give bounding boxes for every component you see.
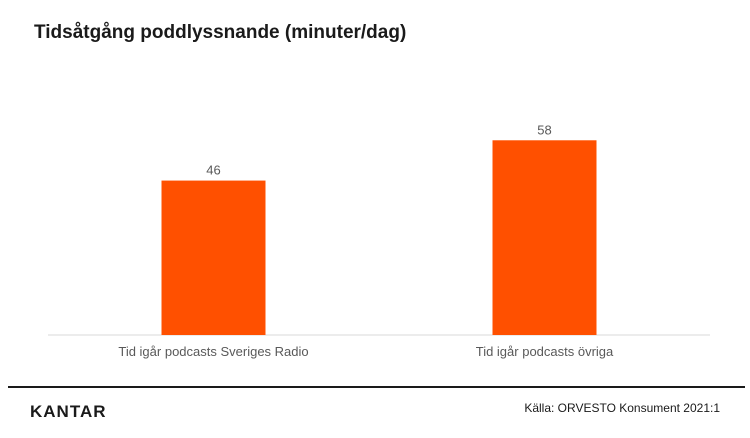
category-label-1: Tid igår podcasts Sveriges Radio bbox=[118, 344, 308, 359]
kantar-logo: KANTAR bbox=[30, 402, 107, 421]
bar-2 bbox=[492, 140, 597, 335]
category-label-2: Tid igår podcasts övriga bbox=[476, 344, 614, 359]
chart-title: Tidsåtgång poddlyssnande (minuter/dag) bbox=[34, 22, 407, 43]
data-label-2: 58 bbox=[537, 122, 551, 137]
bar-1 bbox=[161, 180, 266, 335]
footer-divider bbox=[8, 386, 745, 388]
source-note: Källa: ORVESTO Konsument 2021:1 bbox=[524, 401, 720, 415]
data-label-1: 46 bbox=[206, 163, 220, 178]
